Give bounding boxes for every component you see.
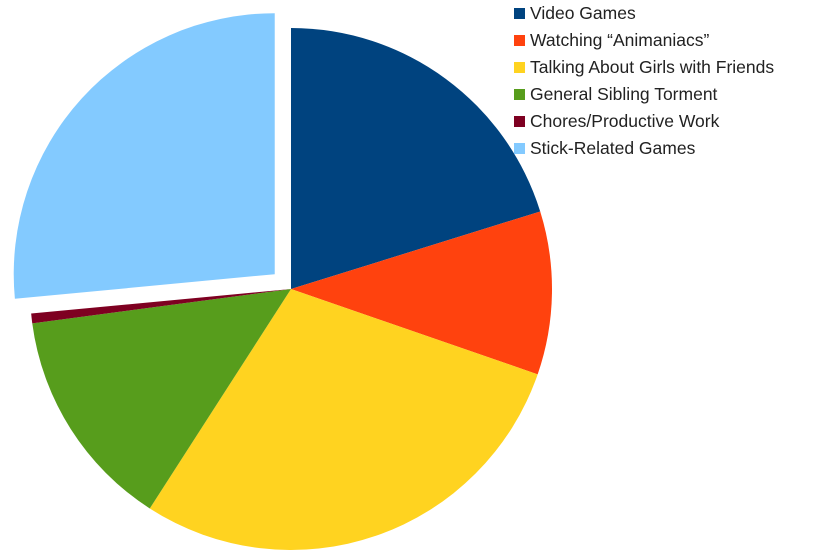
pie-slice-talking-about-girls-with-friends [149, 289, 538, 550]
legend-swatch-talking-about-girls [514, 62, 525, 73]
pie-slice-watching-animaniacs [291, 211, 552, 375]
pie-slice-general-sibling-torment [32, 289, 291, 509]
pie-slice-stick-related-games [13, 13, 275, 299]
pie-slice-video-games [291, 28, 541, 289]
legend-item-talking-about-girls: Talking About Girls with Friends [514, 54, 774, 81]
legend-label-watching-animaniacs: Watching “Animaniacs” [530, 29, 710, 50]
legend-swatch-video-games [514, 8, 525, 19]
legend-item-stick-related-games: Stick-Related Games [514, 135, 774, 162]
legend-swatch-watching-animaniacs [514, 35, 525, 46]
legend-label-talking-about-girls: Talking About Girls with Friends [530, 56, 775, 77]
legend-label-general-sibling-torment: General Sibling Torment [530, 83, 718, 104]
pie-slice-chores-productive-work [31, 289, 292, 324]
pie-slices [13, 13, 552, 550]
legend-label-stick-related-games: Stick-Related Games [530, 137, 696, 158]
legend-item-watching-animaniacs: Watching “Animaniacs” [514, 27, 774, 54]
legend-swatch-chores-productive-work [514, 116, 525, 127]
legend-item-video-games: Video Games [514, 0, 774, 27]
legend-swatch-general-sibling-torment [514, 89, 525, 100]
legend-item-general-sibling-torment: General Sibling Torment [514, 81, 774, 108]
legend-label-chores-productive-work: Chores/Productive Work [530, 110, 720, 131]
chart-legend: Video Games Watching “Animaniacs” Talkin… [514, 0, 774, 162]
legend-item-chores-productive-work: Chores/Productive Work [514, 108, 774, 135]
legend-swatch-stick-related-games [514, 143, 525, 154]
legend-label-video-games: Video Games [530, 2, 636, 23]
